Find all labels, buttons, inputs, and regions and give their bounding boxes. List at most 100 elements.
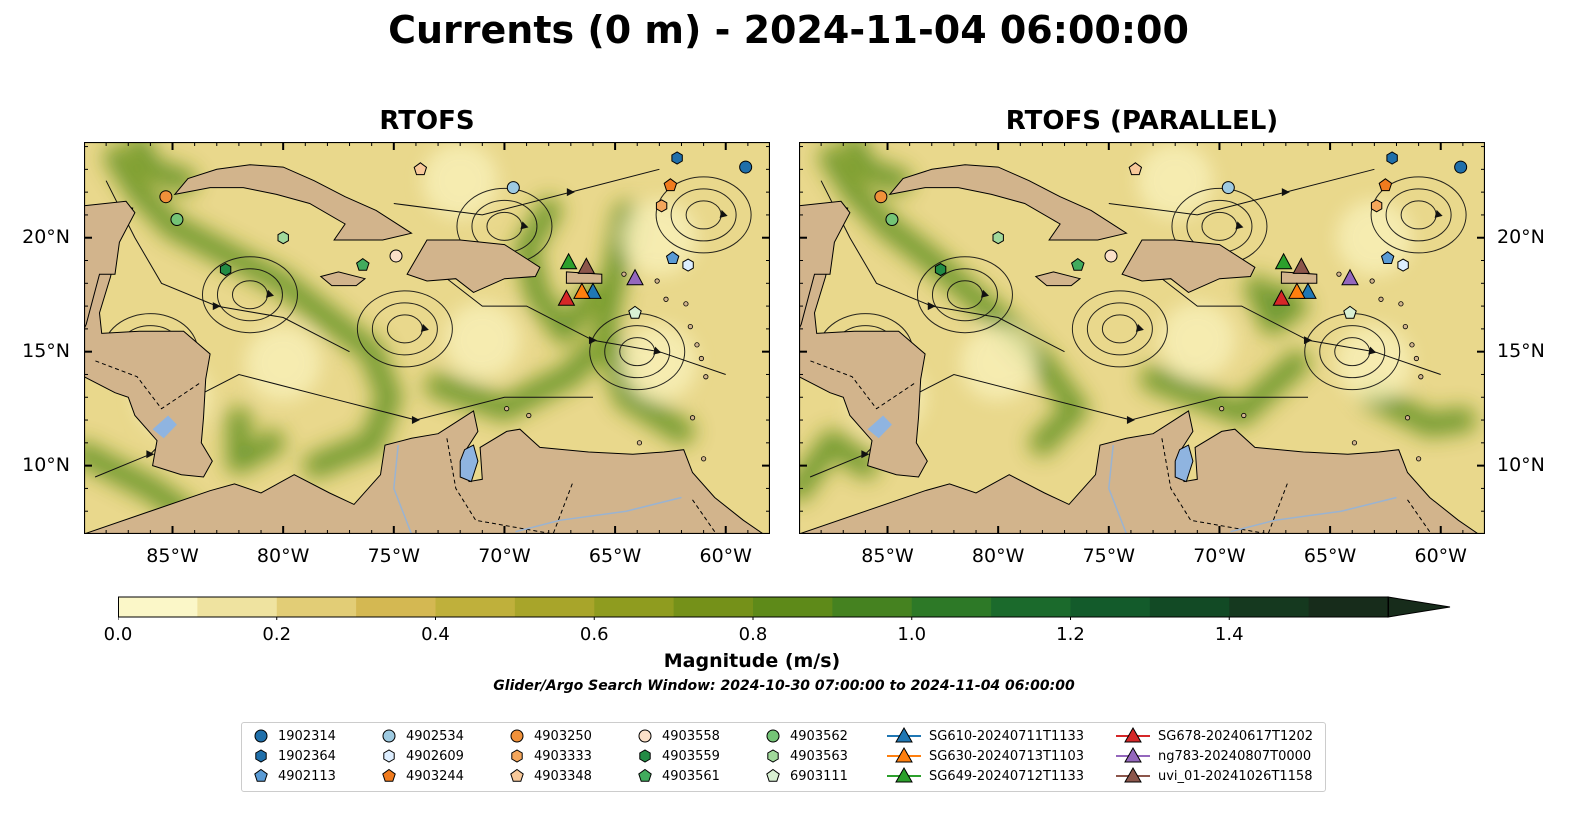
marker-SG678-20240617T1202 xyxy=(1272,289,1291,306)
map-panel-rtofs-parallel xyxy=(799,142,1485,534)
marker-SG630-20240713T1103 xyxy=(1288,282,1306,299)
legend-marker-icon xyxy=(766,729,780,743)
marker-1902314 xyxy=(739,160,753,174)
marker-SG649-20240712T1133 xyxy=(1274,252,1293,270)
colorbar-tick-label: 0.6 xyxy=(579,624,609,645)
legend-marker-icon xyxy=(255,749,267,763)
legend: 1902314 1902364 4902113 4902534 4902609 49032… xyxy=(241,722,1326,792)
lon-tick-label: 65°W xyxy=(1303,545,1357,567)
legend-label: 4902534 xyxy=(406,728,464,744)
marker-SG678-20240617T1202 xyxy=(557,289,576,306)
panel-title-rtofs-parallel: RTOFS (PARALLEL) xyxy=(1005,106,1279,136)
legend-entry-4903333: 4903333 xyxy=(508,747,592,765)
legend-entry-4903348: 4903348 xyxy=(508,767,592,785)
marker-4903559 xyxy=(934,263,947,277)
legend-marker-icon xyxy=(638,768,652,782)
lon-tick-label: 80°W xyxy=(256,545,310,567)
legend-marker-icon xyxy=(382,768,396,782)
legend-marker-icon xyxy=(767,749,779,763)
legend-entry-4903244: 4903244 xyxy=(380,767,464,785)
marker-SG610-20240711T1133 xyxy=(584,282,602,299)
marker-4903333 xyxy=(1370,199,1383,213)
colorbar-bin xyxy=(594,597,675,617)
lat-tick-label-left: 20°N xyxy=(22,225,70,248)
colorbar-tick-label: 0.4 xyxy=(421,624,450,645)
colorbar-bin xyxy=(832,597,913,617)
legend-label: ng783-20240807T0000 xyxy=(1158,748,1312,764)
colorbar-bin xyxy=(435,597,516,617)
lon-tick-label: 80°W xyxy=(971,545,1025,567)
colorbar-bin xyxy=(991,597,1072,617)
lon-tick-label: 70°W xyxy=(478,545,531,567)
colorbar-bin xyxy=(1308,597,1389,617)
lon-tick-label: 65°W xyxy=(588,545,642,567)
marker-4903559 xyxy=(219,263,232,277)
legend-label: 1902314 xyxy=(278,728,336,744)
legend-label: SG630-20240713T1103 xyxy=(929,748,1085,764)
lat-tick-label-right: 10°N xyxy=(1497,453,1545,476)
legend-label: 4903563 xyxy=(790,748,848,764)
marker-ng783-20240807T0000 xyxy=(626,268,644,286)
figure-title: Currents (0 m) - 2024-11-04 06:00:00 xyxy=(388,8,1189,52)
legend-label: SG649-20240712T1133 xyxy=(929,768,1085,784)
marker-SG610-20240711T1133 xyxy=(1299,282,1317,299)
legend-entry-4903561: 4903561 xyxy=(636,767,720,785)
colorbar-bin xyxy=(911,597,992,617)
marker-4903244 xyxy=(663,178,678,192)
legend-marker-icon xyxy=(510,768,524,782)
colorbar-tick-label: 1.4 xyxy=(1214,624,1244,645)
marker-1902364 xyxy=(1386,151,1398,165)
colorbar-bin xyxy=(118,597,198,617)
colorbar-bin xyxy=(1070,597,1151,617)
legend-marker-icon xyxy=(254,729,268,743)
legend-label: uvi_01-20241026T1158 xyxy=(1158,768,1313,784)
colorbar-bin xyxy=(1229,597,1310,617)
legend-label: 4903348 xyxy=(534,768,592,784)
legend-marker-icon xyxy=(382,729,396,743)
legend-entry-4902534: 4902534 xyxy=(380,727,464,745)
marker-4902113 xyxy=(1380,251,1395,264)
marker-4902534 xyxy=(1221,181,1235,195)
marker-4903562 xyxy=(885,212,899,226)
lon-tick-label: 75°W xyxy=(367,545,421,567)
legend-entry-SG649-20240712T1133: SG649-20240712T1133 xyxy=(887,767,1084,785)
marker-1902364 xyxy=(671,151,683,165)
marker-4903244 xyxy=(1378,178,1393,192)
colorbar-bin xyxy=(1149,597,1230,617)
lon-tick-label: 85°W xyxy=(146,545,199,567)
colorbar-tick-label: 0.2 xyxy=(262,624,292,645)
legend-label: 4903559 xyxy=(662,748,720,764)
legend-marker-icon xyxy=(511,749,523,763)
legend-entry-uvi_01-20241026T1158: uvi_01-20241026T1158 xyxy=(1116,767,1312,785)
legend-label: 4903561 xyxy=(662,768,720,784)
legend-marker-icon xyxy=(1116,747,1150,763)
legend-marker-icon xyxy=(887,767,921,783)
marker-4903561 xyxy=(356,257,370,271)
marker-uvi_01-20241026T1158 xyxy=(1292,257,1311,274)
colorbar-bin xyxy=(356,597,437,617)
legend-label: 4903558 xyxy=(662,728,720,744)
legend-entry-SG630-20240713T1103: SG630-20240713T1103 xyxy=(887,747,1084,765)
legend-entry-4902113: 4902113 xyxy=(252,767,336,785)
legend-entry-4903559: 4903559 xyxy=(636,747,720,765)
marker-4902609 xyxy=(1397,258,1409,272)
marker-SG649-20240712T1133 xyxy=(559,252,578,270)
legend-marker-icon xyxy=(639,749,651,763)
legend-label: 4903244 xyxy=(406,768,464,784)
legend-entry-SG678-20240617T1202: SG678-20240617T1202 xyxy=(1116,727,1313,745)
marker-SG630-20240713T1103 xyxy=(573,282,591,299)
colorbar-bin xyxy=(753,597,833,617)
colorbar-bin xyxy=(197,597,278,617)
marker-ng783-20240807T0000 xyxy=(1341,268,1359,286)
colorbar-tick-label: 1.2 xyxy=(1056,624,1085,645)
legend-label: 4903562 xyxy=(790,728,848,744)
map-panel-rtofs xyxy=(84,142,770,534)
colorbar xyxy=(118,596,1451,620)
lat-tick-label-right: 15°N xyxy=(1497,339,1545,362)
legend-marker-icon xyxy=(1116,727,1150,743)
legend-marker-icon xyxy=(254,768,268,782)
lon-tick-label: 60°W xyxy=(699,545,752,567)
colorbar-label: Magnitude (m/s) xyxy=(663,650,841,672)
legend-marker-icon xyxy=(766,768,780,782)
legend-entry-SG610-20240711T1133: SG610-20240711T1133 xyxy=(887,727,1084,745)
